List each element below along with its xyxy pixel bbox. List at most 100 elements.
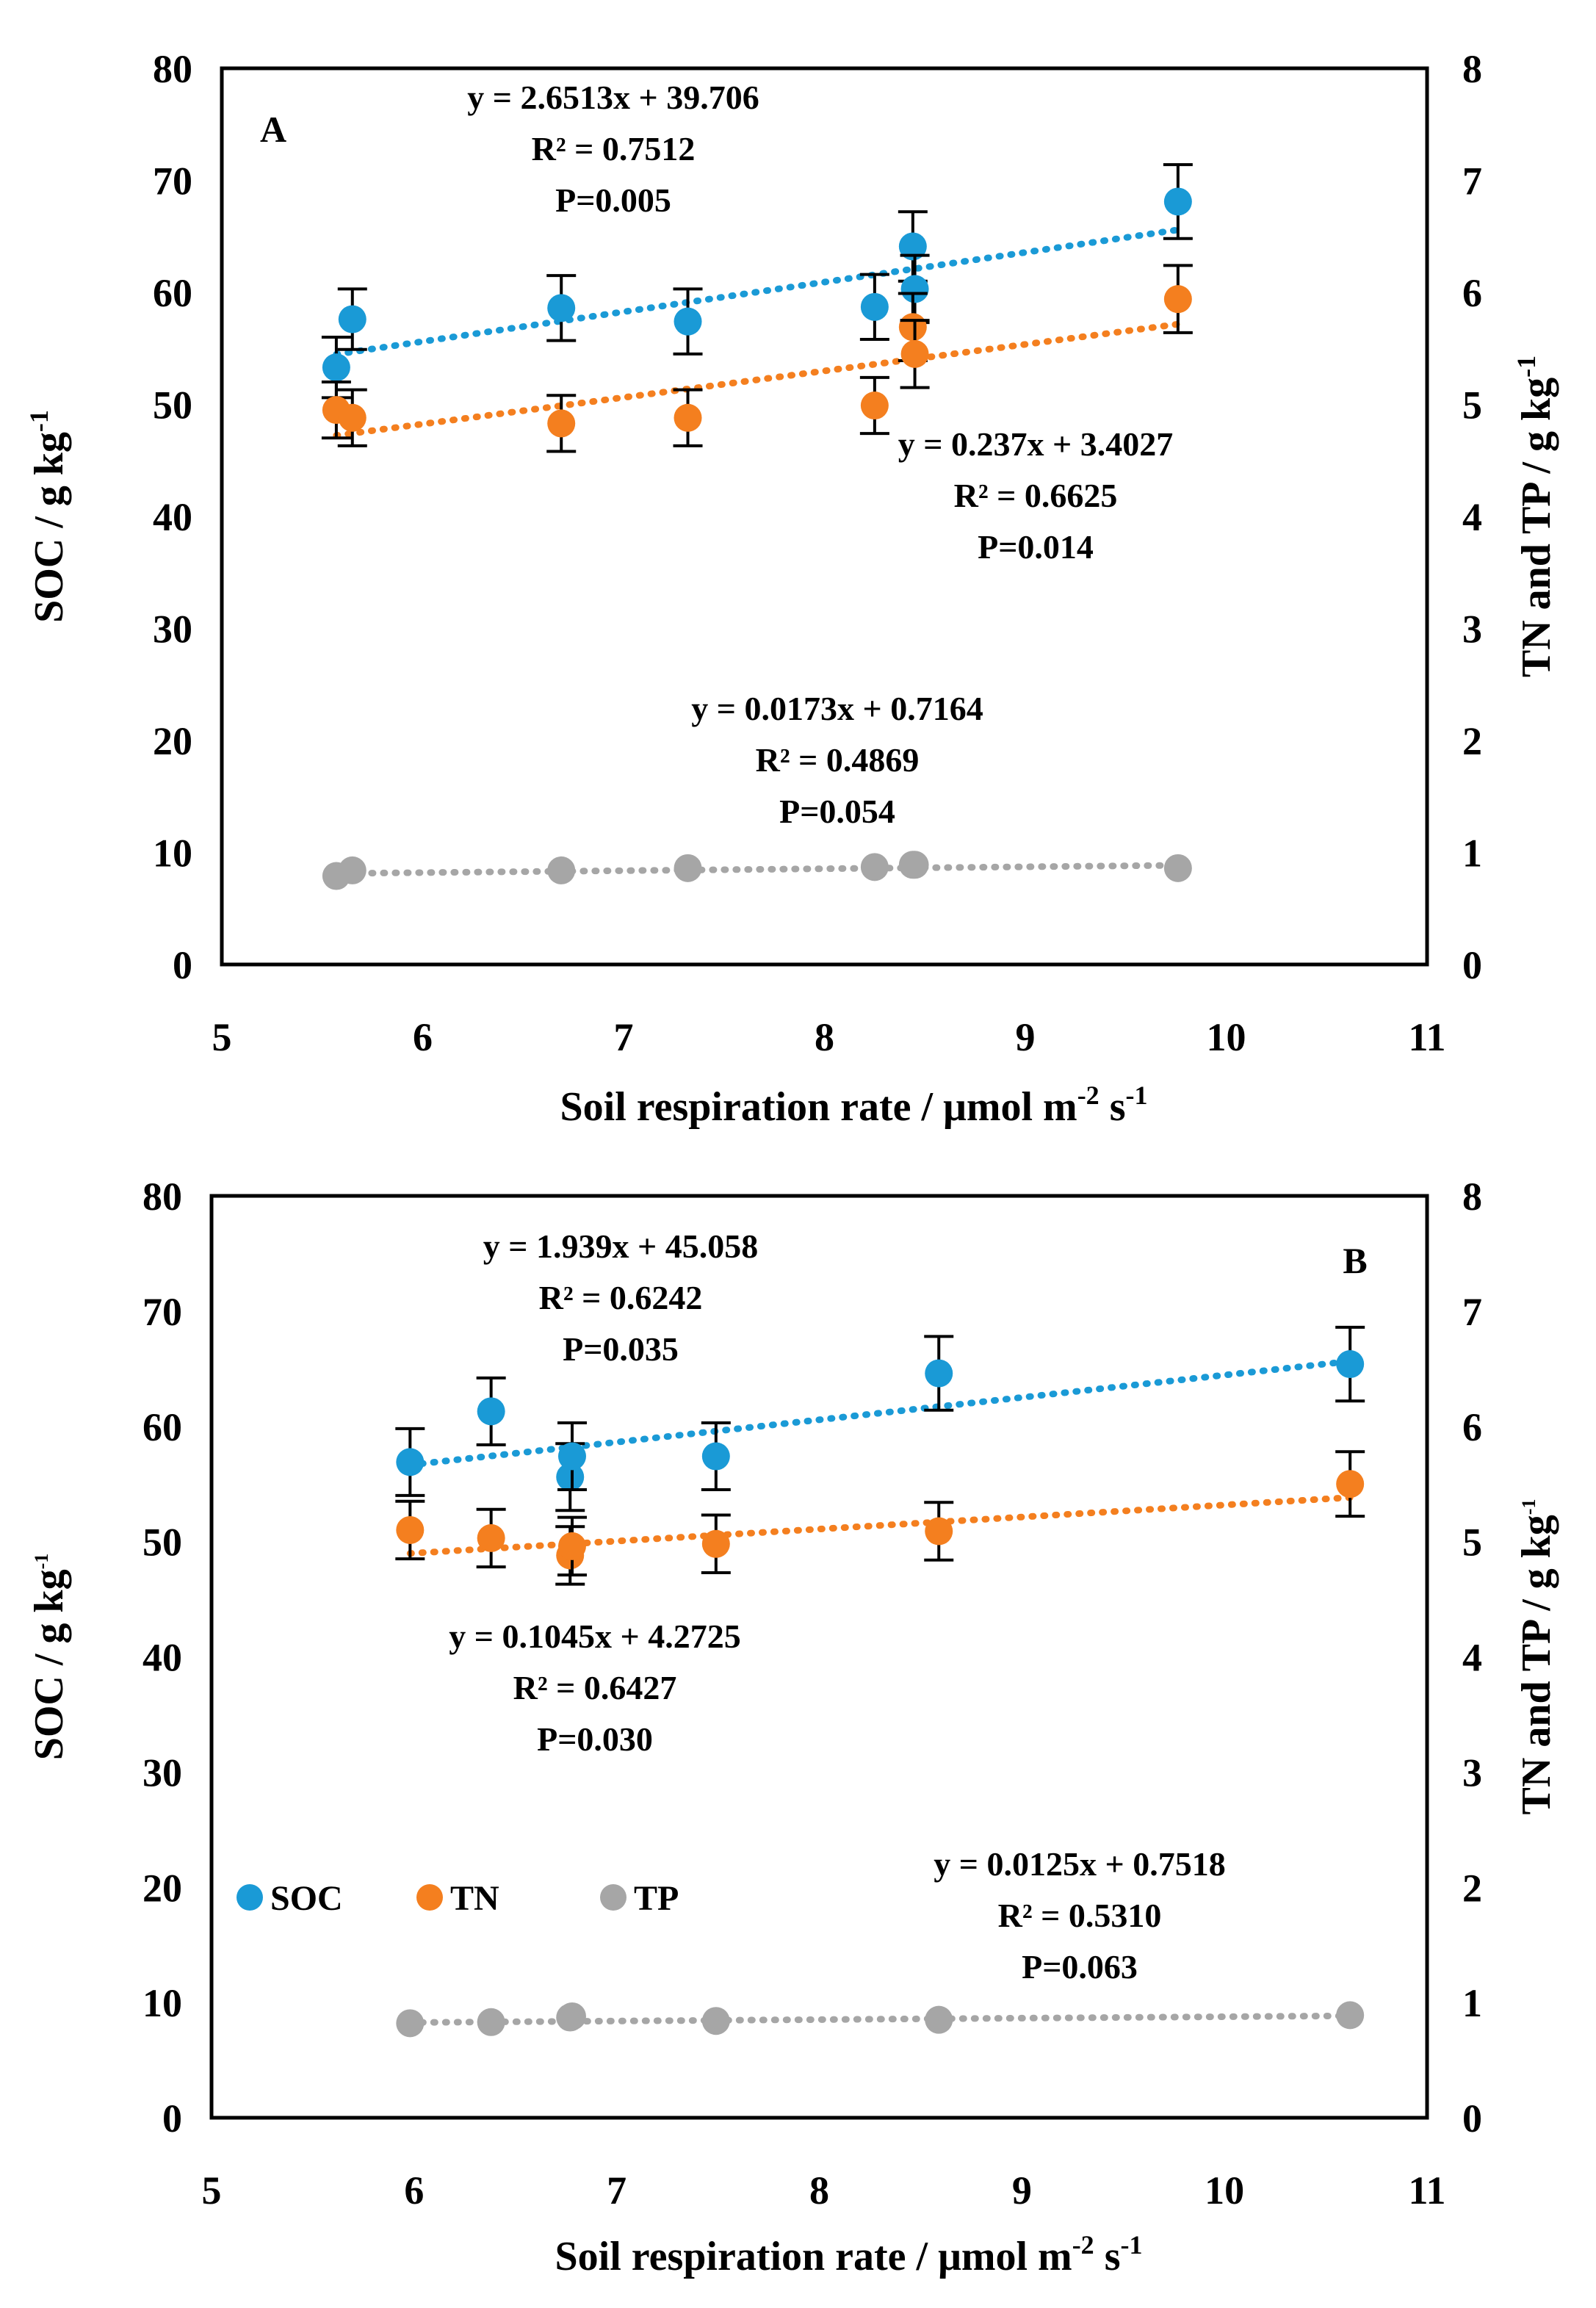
tp-equation-line: R² = 0.5310 — [998, 1897, 1162, 1934]
y2-tick-label: 3 — [1462, 607, 1482, 652]
y2-tick-label: 7 — [1462, 1290, 1482, 1334]
x-tick-label: 8 — [815, 1015, 834, 1059]
point-soc — [477, 1397, 505, 1426]
point-tn — [1336, 1470, 1365, 1499]
point-soc — [860, 292, 889, 321]
point-tn — [860, 392, 889, 420]
y-tick-label: 20 — [142, 1866, 182, 1910]
point-soc — [556, 1463, 585, 1491]
panel-b: 5 6 7 8 9 10 11 0 10 20 30 40 50 60 70 80 0 1 2 3 4 5 6 7 8 Soil … — [26, 1175, 1559, 2279]
point-tp — [396, 2009, 425, 2038]
x-axis-title-mid: s — [1094, 2234, 1121, 2279]
point-soc — [1163, 187, 1192, 216]
tp-equation-line: y = 0.0125x + 0.7518 — [934, 1845, 1225, 1883]
x-tick-label: 8 — [809, 2168, 829, 2213]
x-axis-title-main: Soil respiration rate / μmol m — [555, 2234, 1072, 2279]
x-tick-label: 9 — [1012, 2168, 1032, 2213]
x-axis-title-main: Soil respiration rate / μmol m — [560, 1084, 1077, 1130]
tn-equation-line: y = 0.237x + 3.4027 — [898, 425, 1173, 463]
y-tick-label: 30 — [142, 1750, 182, 1795]
point-tn — [396, 1515, 425, 1544]
point-tp — [1336, 2001, 1365, 2030]
y-tick-label: 50 — [142, 1521, 182, 1565]
legend-marker-tp — [600, 1884, 627, 1911]
y-tick-label: 10 — [142, 1981, 182, 2025]
y2-tick-label: 6 — [1462, 271, 1482, 315]
panel-label: A — [260, 109, 286, 150]
soc-equation-line: y = 1.939x + 45.058 — [483, 1227, 758, 1265]
y2-tick-label: 8 — [1462, 1175, 1482, 1219]
point-tp — [925, 2005, 953, 2034]
y-axis-title-main: SOC / g kg — [26, 432, 72, 623]
tn-equation-line: y = 0.1045x + 4.2725 — [449, 1618, 740, 1655]
legend-marker-tn — [416, 1884, 443, 1911]
point-soc — [396, 1448, 425, 1476]
x-axis-title-sup: -2 — [1077, 1081, 1099, 1110]
trendline-tp — [333, 862, 1182, 877]
soc-equation-line: P=0.035 — [563, 1330, 679, 1368]
legend-marker-soc — [236, 1884, 263, 1911]
plot-frame — [220, 66, 1429, 967]
x-axis-title-mid: s — [1099, 1084, 1126, 1130]
y-axis-title: SOC / g kg-1 — [26, 1554, 72, 1761]
plot-frame — [209, 1194, 1429, 2120]
x-axis-title-sup: -1 — [1120, 2230, 1142, 2260]
point-tn — [557, 1532, 586, 1560]
trendline-tp — [406, 2012, 1354, 2026]
y2-tick-label: 6 — [1462, 1405, 1482, 1449]
legend: SOC TN TP — [236, 1879, 679, 1918]
soc-equation-line: P=0.005 — [555, 181, 671, 219]
x-tick-label: 6 — [404, 2168, 424, 2213]
x-tick-label: 6 — [413, 1015, 433, 1059]
y-tick-label: 60 — [142, 1405, 182, 1449]
legend-label-tn: TN — [450, 1879, 499, 1918]
point-tn — [1163, 285, 1192, 314]
x-tick-label: 5 — [202, 2168, 222, 2213]
y-tick-label: 80 — [142, 1175, 182, 1219]
point-tn — [900, 339, 929, 368]
y-axis-title-sup: -1 — [24, 410, 54, 432]
point-tp — [547, 856, 576, 884]
y2-axis-title-sup: -1 — [1512, 356, 1541, 378]
tn-equation-line: P=0.030 — [537, 1720, 653, 1758]
legend-label-tp: TP — [634, 1879, 679, 1918]
trendline-tn — [333, 320, 1182, 439]
point-tn — [925, 1517, 953, 1546]
x-tick-label: 9 — [1016, 1015, 1036, 1059]
panel-a: 5 6 7 8 9 10 11 0 10 20 30 40 50 60 70 80 0 1 2 3 4 5 6 7 8 Soil … — [24, 47, 1559, 1130]
y-tick-label: 30 — [153, 607, 192, 652]
point-tp — [674, 854, 702, 882]
point-tp — [557, 2002, 586, 2030]
x-tick-label: 5 — [212, 1015, 232, 1059]
point-soc — [898, 232, 927, 261]
y2-tick-label: 1 — [1462, 1981, 1482, 2025]
point-tn — [547, 409, 576, 438]
y-tick-label: 0 — [162, 2096, 182, 2141]
y2-tick-label: 4 — [1462, 495, 1482, 539]
legend-label-soc: SOC — [270, 1879, 343, 1918]
y-tick-label: 40 — [153, 495, 192, 539]
point-soc — [547, 294, 576, 322]
y2-axis-title: TN and TP / g kg-1 — [1512, 356, 1559, 677]
y2-axis-title-main: TN and TP / g kg — [1514, 1515, 1559, 1814]
point-soc — [900, 275, 929, 303]
y2-axis-title-sup: -1 — [1518, 1499, 1539, 1515]
tp-equation-line: y = 0.0173x + 0.7164 — [691, 690, 983, 727]
x-tick-label: 7 — [607, 2168, 627, 2213]
y-tick-label: 10 — [153, 832, 192, 876]
x-tick-label: 10 — [1205, 2168, 1244, 2213]
y-tick-label: 50 — [153, 383, 192, 428]
soc-equation-line: y = 2.6513x + 39.706 — [467, 79, 759, 116]
y-axis-title: SOC / g kg-1 — [24, 410, 72, 623]
y2-tick-label: 2 — [1462, 719, 1482, 763]
point-soc — [925, 1359, 953, 1388]
point-tp — [701, 2007, 730, 2035]
tp-equation-line: R² = 0.4869 — [756, 741, 920, 779]
y-tick-label: 0 — [173, 943, 192, 987]
x-tick-label: 11 — [1408, 1015, 1445, 1059]
point-tp — [338, 856, 366, 884]
y2-tick-label: 7 — [1462, 159, 1482, 203]
point-tp — [477, 2008, 505, 2036]
y2-tick-label: 0 — [1462, 943, 1482, 987]
